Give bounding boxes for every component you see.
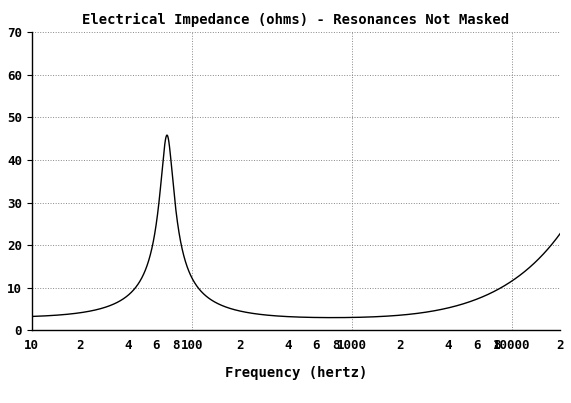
Title: Electrical Impedance (ohms) - Resonances Not Masked: Electrical Impedance (ohms) - Resonances…	[82, 13, 509, 27]
Text: 10000: 10000	[493, 339, 531, 352]
Text: Frequency (hertz): Frequency (hertz)	[225, 366, 367, 380]
Text: 8: 8	[493, 339, 500, 352]
Text: 6: 6	[152, 339, 160, 352]
Text: 2: 2	[396, 339, 404, 352]
Text: 10: 10	[24, 339, 39, 352]
Text: 2: 2	[76, 339, 83, 352]
Text: 6: 6	[473, 339, 480, 352]
Text: 100: 100	[180, 339, 203, 352]
Text: 4: 4	[124, 339, 132, 352]
Text: 2: 2	[236, 339, 244, 352]
Text: 6: 6	[313, 339, 320, 352]
Text: 2: 2	[557, 339, 564, 352]
Text: 4: 4	[445, 339, 452, 352]
Text: 8: 8	[172, 339, 180, 352]
Text: 8: 8	[333, 339, 340, 352]
Text: 4: 4	[284, 339, 292, 352]
Text: 1000: 1000	[337, 339, 367, 352]
